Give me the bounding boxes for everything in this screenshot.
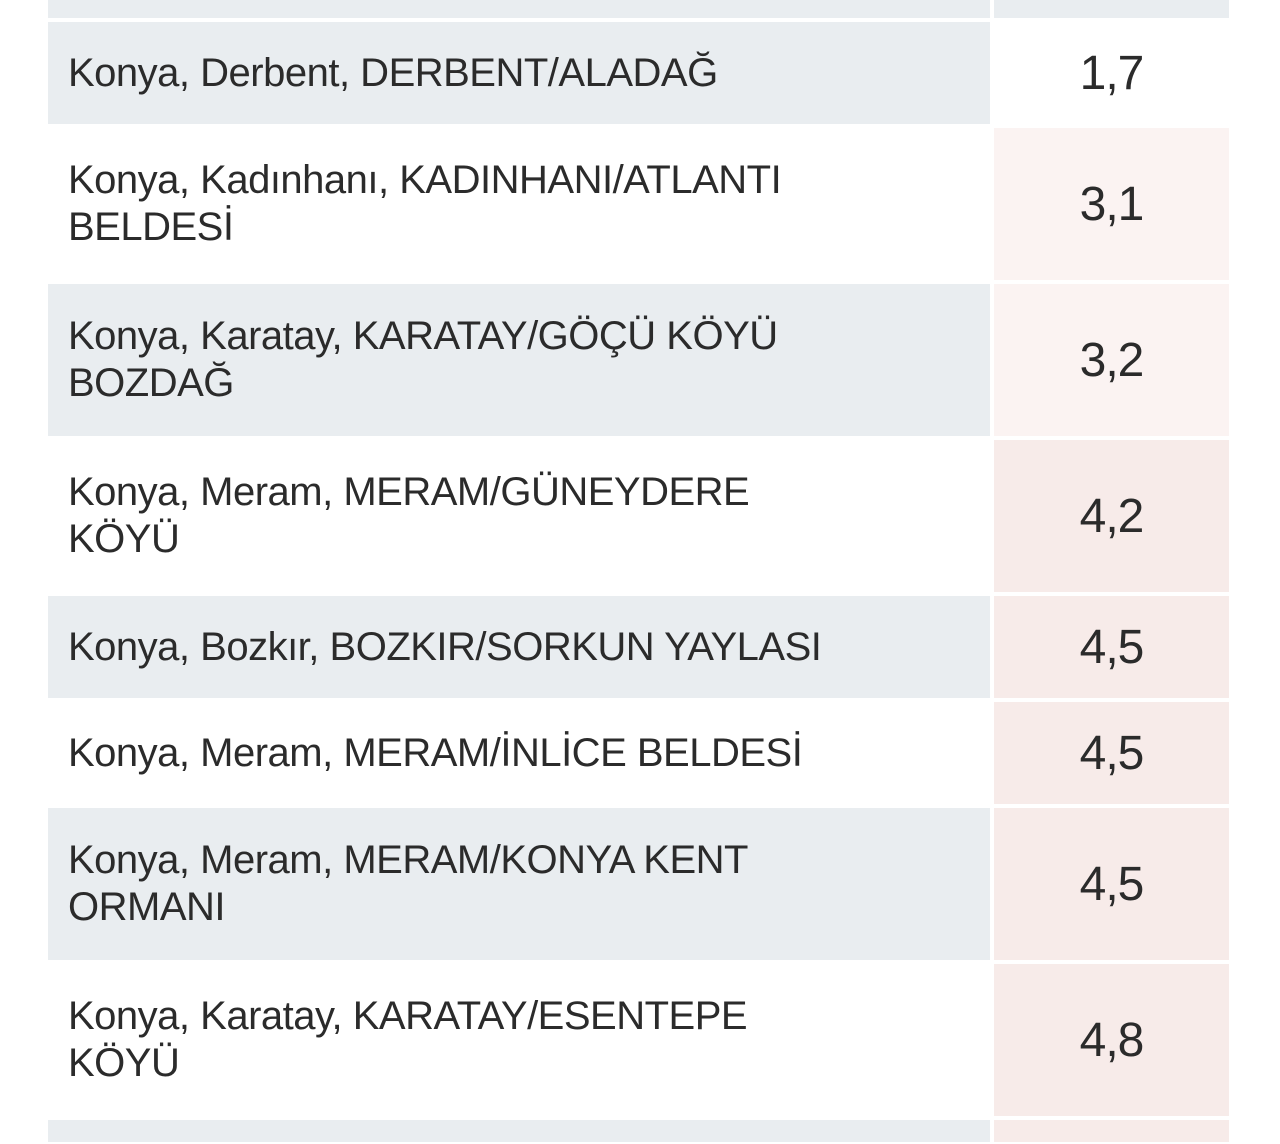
magnitude-cell: 4,5 bbox=[994, 808, 1229, 960]
table-row bbox=[48, 1120, 1229, 1142]
location-cell: Konya, Kadınhanı, KADINHANI/ATLANTI BELD… bbox=[48, 128, 990, 280]
table-row bbox=[48, 0, 1229, 18]
table-row: Konya, Derbent, DERBENT/ALADAĞ 1,7 bbox=[48, 22, 1229, 124]
magnitude-cell: 4,8 bbox=[994, 964, 1229, 1116]
magnitude-cell: 3,1 bbox=[994, 128, 1229, 280]
table-row: Konya, Meram, MERAM/GÜNEYDERE KÖYÜ 4,2 bbox=[48, 440, 1229, 592]
magnitude-cell bbox=[994, 1120, 1229, 1142]
location-cell: Konya, Meram, MERAM/KONYA KENT ORMANI bbox=[48, 808, 990, 960]
location-cell bbox=[48, 1120, 990, 1142]
magnitude-cell: 4,2 bbox=[994, 440, 1229, 592]
table-row: Konya, Kadınhanı, KADINHANI/ATLANTI BELD… bbox=[48, 128, 1229, 280]
location-cell: Konya, Meram, MERAM/GÜNEYDERE KÖYÜ bbox=[48, 440, 990, 592]
location-cell: Konya, Meram, MERAM/İNLİCE BELDESİ bbox=[48, 702, 990, 804]
table-row: Konya, Meram, MERAM/KONYA KENT ORMANI 4,5 bbox=[48, 808, 1229, 960]
location-cell: Konya, Bozkır, BOZKIR/SORKUN YAYLASI bbox=[48, 596, 990, 698]
location-cell bbox=[48, 0, 990, 18]
magnitude-cell: 4,5 bbox=[994, 596, 1229, 698]
location-cell: Konya, Karatay, KARATAY/GÖÇÜ KÖYÜ BOZDAĞ bbox=[48, 284, 990, 436]
location-cell: Konya, Derbent, DERBENT/ALADAĞ bbox=[48, 22, 990, 124]
table-row: Konya, Bozkır, BOZKIR/SORKUN YAYLASI 4,5 bbox=[48, 596, 1229, 698]
magnitude-cell: 1,7 bbox=[994, 22, 1229, 124]
table-row: Konya, Karatay, KARATAY/GÖÇÜ KÖYÜ BOZDAĞ… bbox=[48, 284, 1229, 436]
earthquake-table: Konya, Derbent, DERBENT/ALADAĞ 1,7 Konya, … bbox=[48, 0, 1229, 1142]
table-row: Konya, Meram, MERAM/İNLİCE BELDESİ 4,5 bbox=[48, 702, 1229, 804]
table-row: Konya, Karatay, KARATAY/ESENTEPE KÖYÜ 4,8 bbox=[48, 964, 1229, 1116]
magnitude-cell: 3,2 bbox=[994, 284, 1229, 436]
location-cell: Konya, Karatay, KARATAY/ESENTEPE KÖYÜ bbox=[48, 964, 990, 1116]
magnitude-cell bbox=[994, 0, 1229, 18]
magnitude-cell: 4,5 bbox=[994, 702, 1229, 804]
